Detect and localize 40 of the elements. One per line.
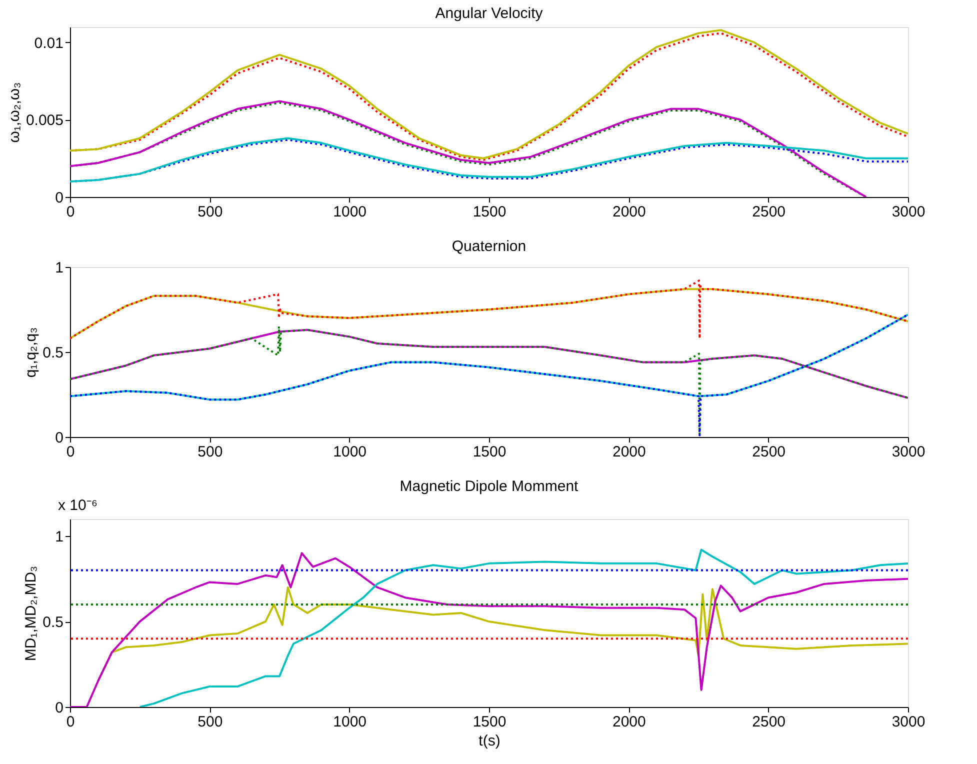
- x-tick-label: 0: [66, 714, 75, 730]
- x-tick-label: 3000: [892, 204, 926, 220]
- y-tick-label: 1: [55, 260, 64, 276]
- chart-title: Angular Velocity: [435, 5, 544, 22]
- x-tick-label: 0: [66, 204, 75, 220]
- x-tick-label: 2000: [612, 714, 646, 730]
- x-axis-title: t(s): [478, 732, 500, 750]
- x-tick-label: 500: [198, 444, 223, 460]
- y-tick-label: 0: [55, 190, 64, 206]
- y-tick-label: 0: [55, 430, 64, 446]
- x-tick-label: 0: [66, 444, 75, 460]
- y-tick-label: 0.5: [42, 614, 64, 632]
- chart-title: Magnetic Dipole Momment: [400, 478, 580, 495]
- y-axis-title: ω₁,ω₂,ω₃: [6, 82, 23, 143]
- y-axis-title: MD₁,MD₂,MD₃: [22, 566, 40, 662]
- line-series: [70, 314, 908, 401]
- x-tick-label: 1000: [333, 714, 367, 730]
- x-tick-label: 1000: [333, 444, 367, 460]
- x-tick-label: 2000: [612, 204, 646, 220]
- x-tick-label: 1500: [472, 714, 506, 730]
- line-series: [70, 328, 908, 399]
- y-tick-label: 0.005: [26, 112, 64, 130]
- x-tick-label: 2000: [612, 444, 646, 460]
- x-tick-label: 3000: [892, 444, 926, 460]
- text: x 10⁻⁶: [58, 497, 98, 514]
- x-tick-label: 1500: [472, 204, 506, 220]
- x-tick-label: 1000: [333, 204, 367, 220]
- x-tick-label: 2500: [752, 714, 786, 730]
- x-tick-label: 1500: [472, 444, 506, 460]
- x-tick-label: 500: [198, 714, 223, 730]
- x-tick-label: 3000: [892, 714, 926, 730]
- y-axis-title: q₁,q₂,q₃: [22, 327, 40, 378]
- y-tick-label: 1: [55, 528, 64, 546]
- x-tick-label: 2500: [752, 444, 786, 460]
- y-tick-label: 0.5: [42, 344, 64, 362]
- y-tick-label: 0.01: [34, 34, 64, 52]
- chart-title: Quaternion: [452, 238, 526, 255]
- x-tick-label: 500: [198, 204, 223, 220]
- y-tick-label: 0: [55, 700, 64, 716]
- x-tick-label: 2500: [752, 204, 786, 220]
